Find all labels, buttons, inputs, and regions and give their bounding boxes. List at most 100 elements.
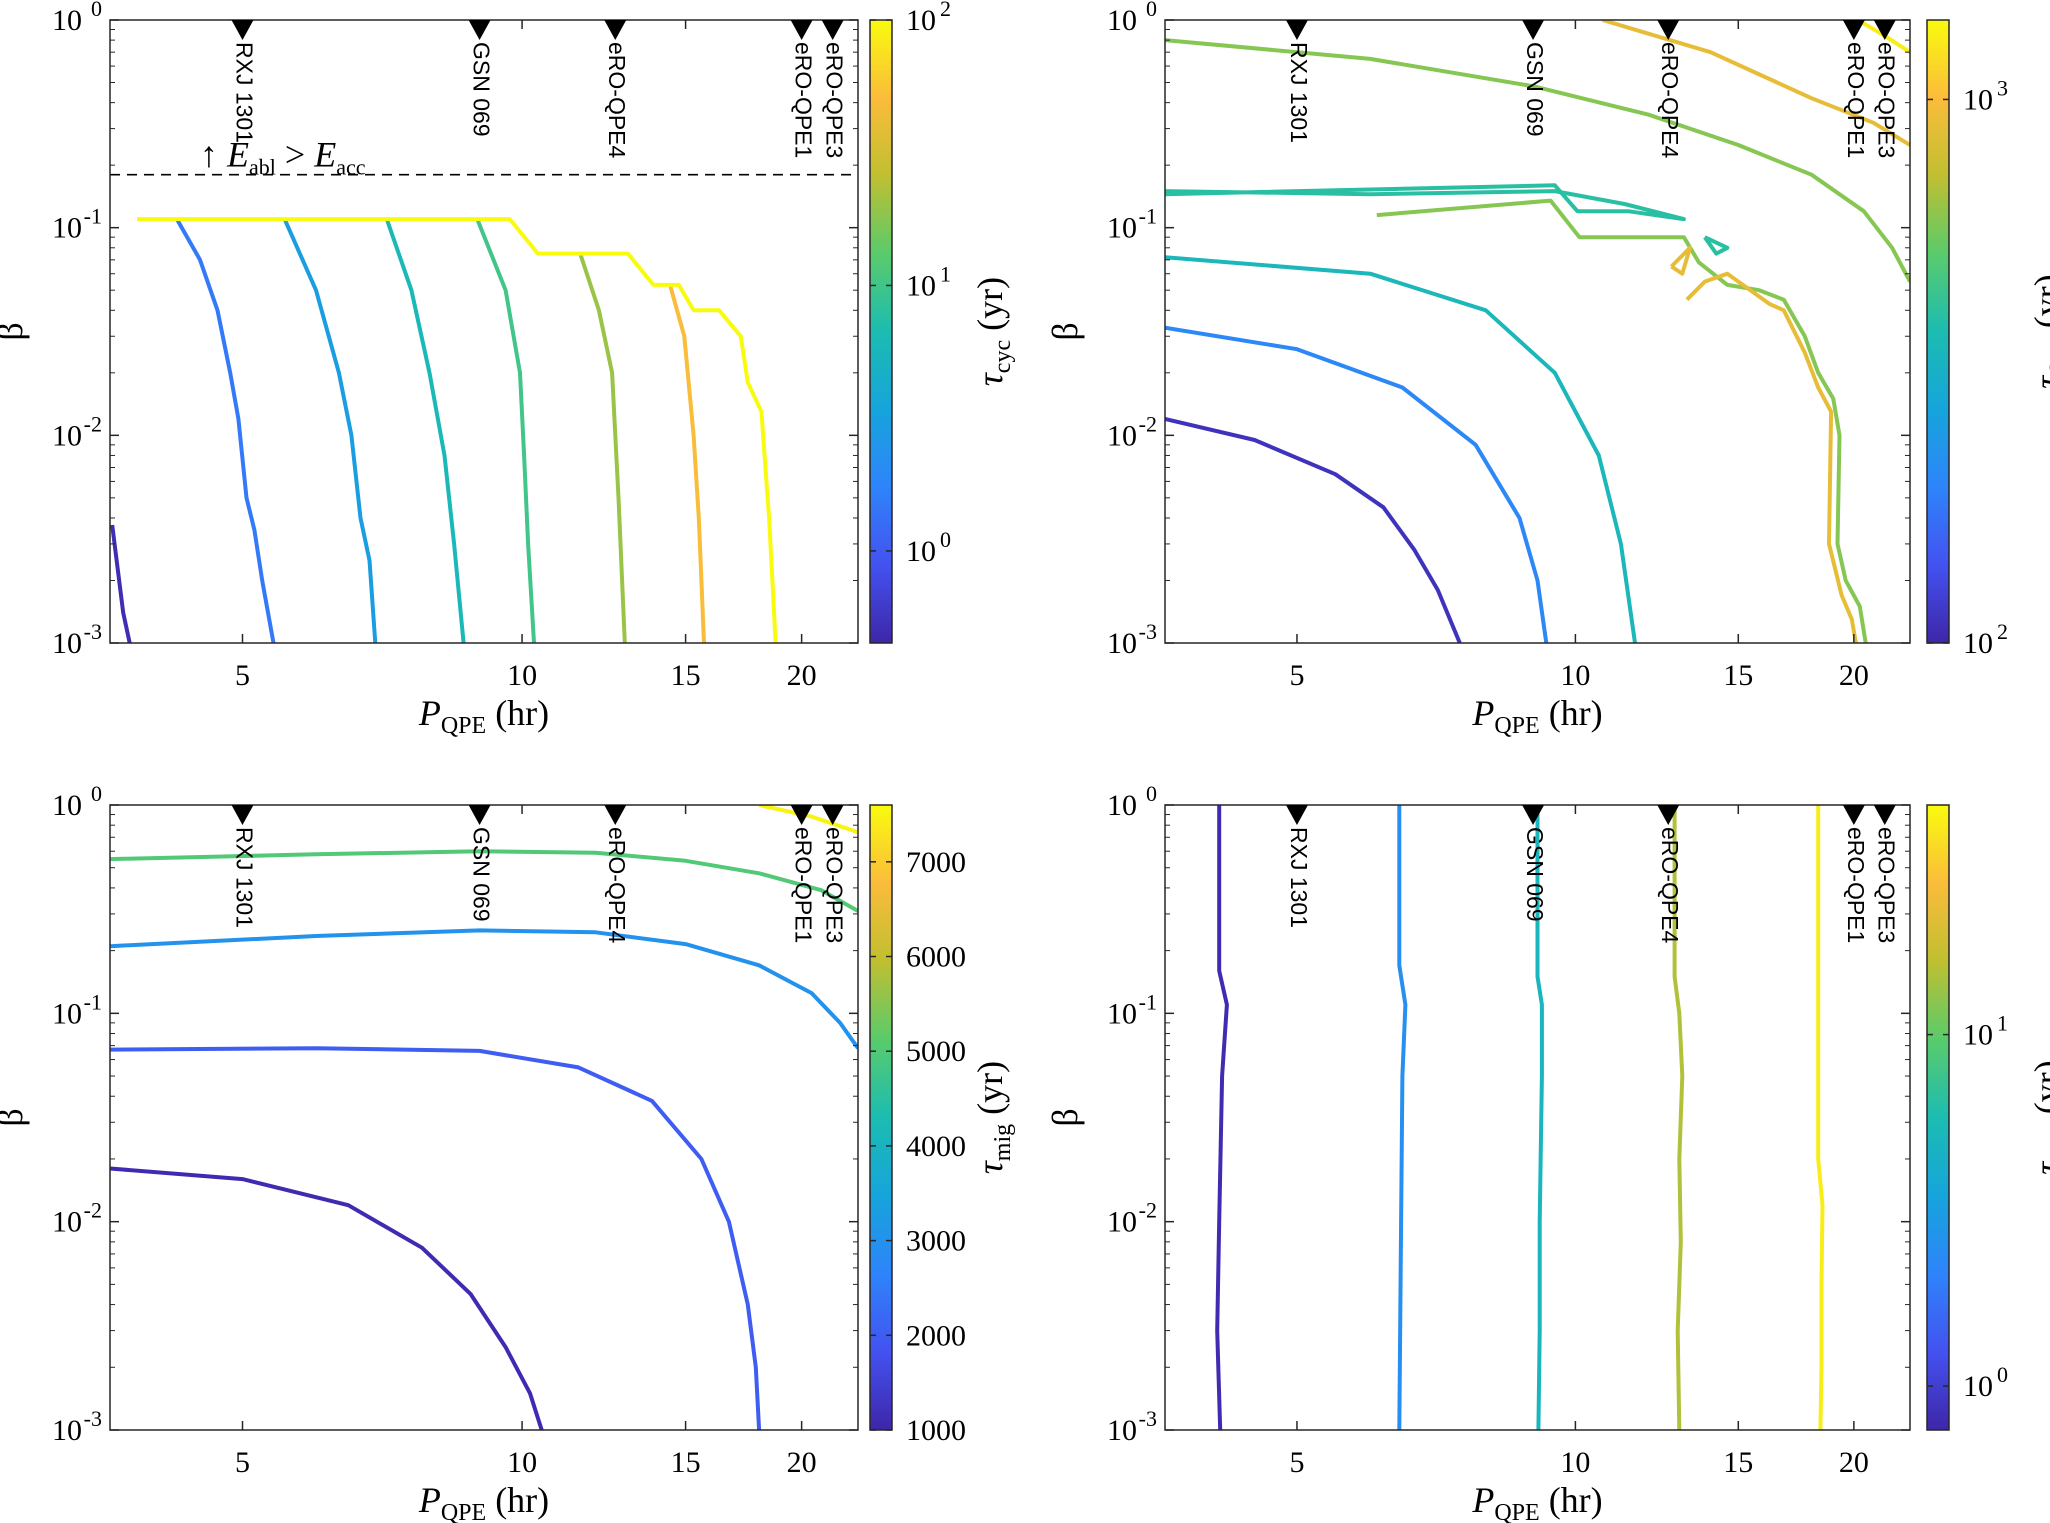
y-axis-label: β	[0, 1108, 30, 1126]
marker-label: GSN 069	[468, 827, 494, 922]
y-tick-exponent: -1	[1139, 989, 1157, 1014]
marker-label: GSN 069	[468, 42, 494, 137]
contour-line-mig-7500	[758, 805, 858, 835]
contour-line-dest-900	[1669, 245, 1692, 276]
colorbar	[1926, 19, 1950, 644]
contour-line-cyc-20	[578, 252, 627, 643]
colorbar-tick-label: 5000	[906, 1035, 966, 1068]
marker-triangle	[790, 20, 813, 40]
marker-label: eRO-QPE3	[1874, 827, 1900, 943]
contour-line-cyc-0.5	[110, 524, 132, 643]
marker-label: eRO-QPE1	[791, 827, 817, 943]
marker-triangle	[1842, 805, 1865, 825]
y-axis-label: β	[0, 322, 30, 340]
y-tick-exponent: -3	[84, 619, 102, 644]
x-axis-label: PQPE (hr)	[418, 693, 549, 739]
contour-line-cyc-1.5	[175, 218, 276, 643]
y-tick-label: 10	[52, 997, 82, 1030]
colorbar-tick-label: 10	[906, 269, 936, 302]
marker-triangle	[790, 805, 813, 825]
marker-label: RXJ 1301	[1286, 827, 1312, 928]
y-tick-label: 10	[52, 212, 82, 245]
marker-label: eRO-QPE3	[822, 42, 848, 158]
contour-line-cyc-50	[668, 286, 706, 643]
y-tick-exponent: 0	[91, 0, 102, 21]
x-tick-label: 15	[671, 1446, 701, 1479]
x-tick-label: 5	[235, 1446, 250, 1479]
contour-lines	[110, 217, 778, 643]
y-tick-label: 10	[52, 4, 82, 37]
marker-label: eRO-QPE1	[791, 42, 817, 158]
contour-line-dest-400	[1703, 235, 1730, 256]
x-tick-label: 20	[1839, 1446, 1869, 1479]
contour-line-dest-600	[1165, 38, 1910, 283]
marker-label: eRO-QPE3	[822, 827, 848, 943]
colorbar-tick-label: 7000	[906, 846, 966, 879]
colorbar-tick-exponent: 2	[940, 0, 951, 21]
colorbar-label: τvisc (yr)	[2027, 1060, 2050, 1175]
colorbar-label: τmig (yr)	[970, 1061, 1016, 1174]
x-tick-label: 15	[671, 659, 701, 692]
y-tick-label: 10	[52, 419, 82, 452]
marker-triangle	[1842, 20, 1865, 40]
y-axis-label: β	[1045, 322, 1085, 340]
y-tick-label: 10	[1107, 4, 1137, 37]
contour-line-dest-200	[1165, 325, 1549, 643]
colorbar-tick-label: 10	[1963, 1019, 1993, 1052]
marker-label: eRO-QPE1	[1843, 827, 1869, 943]
x-tick-label: 15	[1723, 659, 1753, 692]
colorbar-label: τcyc (yr)	[970, 277, 1016, 386]
x-tick-label: 5	[1289, 1446, 1304, 1479]
colorbar	[869, 804, 893, 1431]
marker-label: eRO-QPE1	[1843, 42, 1869, 158]
y-tick-label: 10	[1107, 789, 1137, 822]
y-tick-exponent: -3	[1139, 619, 1157, 644]
y-tick-exponent: -2	[1139, 411, 1157, 436]
marker-triangle	[1873, 20, 1896, 40]
x-tick-label: 5	[235, 659, 250, 692]
marker-triangle	[1285, 805, 1308, 825]
x-tick-label: 10	[507, 659, 537, 692]
y-tick-exponent: -3	[1139, 1406, 1157, 1431]
colorbar	[1926, 804, 1950, 1431]
contour-line-mig-1100	[110, 1166, 544, 1430]
x-tick-label: 10	[507, 1446, 537, 1479]
x-tick-label: 20	[787, 659, 817, 692]
contour-line-mig-3000	[110, 928, 858, 1050]
y-tick-label: 10	[1107, 997, 1137, 1030]
x-tick-label: 20	[787, 1446, 817, 1479]
ablation-threshold-label: ↑ Eabl > Eacc	[200, 135, 366, 180]
marker-triangle	[1873, 805, 1896, 825]
contour-line-visc-40	[1816, 805, 1825, 1430]
contour-line-cyc-3	[282, 218, 378, 643]
marker-triangle	[604, 805, 627, 825]
colorbar-tick-exponent: 3	[1997, 75, 2008, 100]
marker-label: GSN 069	[1522, 42, 1548, 137]
colorbar-tick-label: 10	[1963, 83, 1993, 116]
colorbar-tick-exponent: 0	[1997, 1362, 2008, 1387]
marker-label: eRO-QPE4	[1657, 827, 1683, 944]
contour-line-dest-350	[1165, 255, 1637, 643]
marker-triangle	[1657, 805, 1680, 825]
marker-label: RXJ 1301	[231, 827, 257, 928]
x-tick-label: 5	[1289, 659, 1304, 692]
colorbar-tick-label: 10	[1963, 1370, 1993, 1403]
marker-label: GSN 069	[1522, 827, 1548, 922]
colorbar-tick-label: 6000	[906, 941, 966, 974]
marker-triangle	[1522, 20, 1545, 40]
y-tick-label: 10	[52, 627, 82, 660]
y-tick-label: 10	[52, 789, 82, 822]
contour-line-mig-5000	[110, 849, 858, 913]
y-tick-exponent: -1	[1139, 204, 1157, 229]
colorbar-tick-label: 4000	[906, 1130, 966, 1163]
marker-label: RXJ 1301	[1286, 42, 1312, 143]
y-tick-label: 10	[52, 1414, 82, 1447]
colorbar-tick-exponent: 1	[940, 261, 951, 286]
y-tick-exponent: -3	[84, 1406, 102, 1431]
colorbar-tick-label: 3000	[906, 1225, 966, 1258]
x-tick-label: 10	[1560, 1446, 1590, 1479]
marker-label: eRO-QPE4	[604, 827, 630, 944]
contour-line-dest-400	[1165, 183, 1686, 222]
x-tick-label: 20	[1839, 659, 1869, 692]
marker-triangle	[231, 20, 254, 40]
